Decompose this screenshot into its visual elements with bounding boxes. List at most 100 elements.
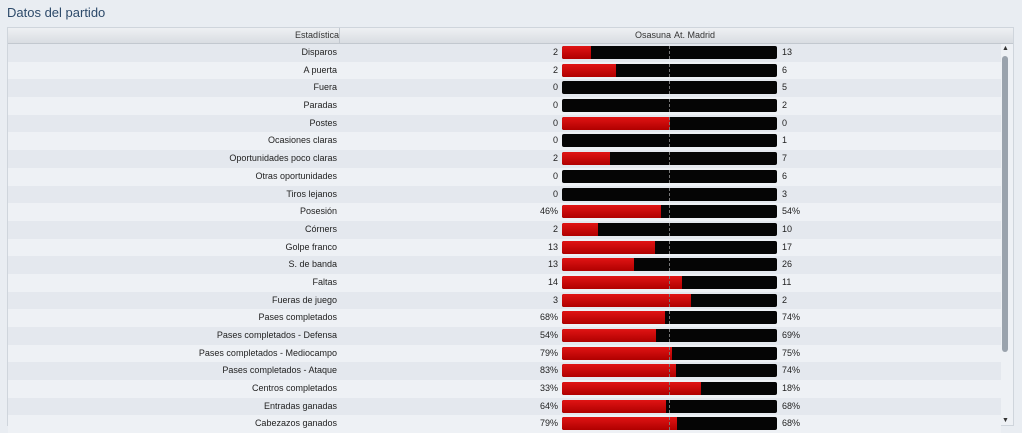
- home-value: 0: [552, 170, 558, 181]
- home-share-fill: [562, 346, 673, 360]
- away-value: 2: [782, 294, 788, 305]
- column-header-away[interactable]: At. Madrid: [674, 30, 716, 40]
- table-row[interactable]: Fuera 0 5: [8, 79, 1001, 98]
- comparison-bar: [562, 293, 777, 307]
- comparison-bar: [562, 187, 777, 201]
- away-value: 75%: [782, 347, 801, 358]
- home-share-fill: [562, 152, 610, 166]
- comparison-bar: [562, 99, 777, 113]
- column-header-home[interactable]: Osasuna: [634, 30, 671, 40]
- home-value: 79%: [539, 418, 558, 429]
- bar-midline: [669, 329, 670, 342]
- comparison-bar: [562, 152, 777, 166]
- table-row[interactable]: Pases completados 68% 74%: [8, 309, 1001, 327]
- bar-midline: [669, 293, 670, 307]
- home-value: 46%: [539, 206, 558, 217]
- bar-midline: [669, 134, 670, 148]
- home-share-fill: [562, 205, 661, 219]
- scroll-down-icon[interactable]: ▼: [1002, 417, 1009, 424]
- home-share-fill: [562, 222, 598, 236]
- stat-label: Oportunidades poco claras: [229, 153, 337, 164]
- home-share-fill: [562, 63, 616, 77]
- table-row[interactable]: Golpe franco 13 17: [8, 238, 1001, 257]
- table-row[interactable]: Pases completados - Ataque 83% 74%: [8, 362, 1001, 381]
- home-share-fill: [562, 311, 665, 325]
- bar-midline: [669, 187, 670, 201]
- home-share-fill: [562, 275, 683, 289]
- stat-label: Otras oportunidades: [255, 170, 337, 181]
- away-value: 2: [782, 100, 788, 111]
- home-value: 33%: [539, 383, 558, 394]
- table-row[interactable]: Pases completados - Mediocampo 79% 75%: [8, 344, 1001, 363]
- column-header-stat[interactable]: Estadística: [8, 28, 340, 43]
- away-value: 6: [782, 64, 788, 75]
- comparison-bar: [562, 222, 777, 236]
- vertical-scrollbar[interactable]: ▲ ▼: [1001, 45, 1010, 425]
- comparison-bar: [562, 329, 777, 342]
- home-value: 13: [547, 259, 558, 270]
- scroll-up-icon[interactable]: ▲: [1002, 45, 1009, 52]
- home-value: 54%: [539, 330, 558, 340]
- stat-label: Pases completados - Defensa: [216, 330, 337, 340]
- bar-midline: [669, 81, 670, 95]
- stat-label: Paradas: [303, 100, 337, 111]
- home-value: 2: [552, 47, 558, 57]
- match-stats-table: Estadística Osasuna At. Madrid Disparos 2…: [7, 27, 1014, 433]
- home-share-fill: [562, 46, 591, 59]
- bar-midline: [669, 364, 670, 378]
- bar-midline: [669, 346, 670, 360]
- home-value: 0: [552, 82, 558, 93]
- table-row[interactable]: Entradas ganadas 64% 68%: [8, 397, 1001, 416]
- away-value: 68%: [782, 400, 801, 411]
- table-row[interactable]: Disparos 2 13: [8, 44, 1001, 62]
- table-row[interactable]: Cabezazos ganados 79% 68%: [8, 415, 1001, 433]
- away-value: 69%: [782, 330, 801, 340]
- stat-label: Pases completados - Mediocampo: [198, 347, 337, 358]
- comparison-bar: [562, 46, 777, 59]
- home-share-fill: [562, 240, 656, 254]
- stats-rows: Disparos 2 13 A puerta 2 6 Fuera 0 5 Paradas 0 2 Pos…: [8, 44, 1001, 433]
- away-value: 13: [782, 47, 793, 57]
- table-row[interactable]: Otras oportunidades 0 6: [8, 167, 1001, 186]
- table-row[interactable]: S. de banda 13 26: [8, 256, 1001, 274]
- home-value: 0: [552, 135, 558, 146]
- table-row[interactable]: Paradas 0 2: [8, 97, 1001, 115]
- table-row[interactable]: Faltas 14 11: [8, 273, 1001, 292]
- comparison-bar: [562, 240, 777, 254]
- table-row[interactable]: Posesión 46% 54%: [8, 203, 1001, 221]
- stat-label: Pases completados: [258, 312, 337, 323]
- home-value: 2: [552, 64, 558, 75]
- home-share-fill: [562, 116, 670, 130]
- bar-midline: [669, 63, 670, 77]
- comparison-bar: [562, 258, 777, 272]
- home-share-fill: [562, 417, 678, 431]
- comparison-bar: [562, 134, 777, 148]
- stat-label: Entradas ganadas: [263, 400, 337, 411]
- table-row[interactable]: Córners 2 10: [8, 220, 1001, 239]
- stat-label: Golpe franco: [285, 241, 337, 252]
- table-row[interactable]: Ocasiones claras 0 1: [8, 132, 1001, 151]
- table-row[interactable]: Postes 0 0: [8, 114, 1001, 133]
- table-row[interactable]: Oportunidades poco claras 2 7: [8, 150, 1001, 168]
- home-value: 2: [552, 153, 558, 164]
- bar-midline: [669, 46, 670, 59]
- stat-label: Tiros lejanos: [286, 188, 337, 199]
- table-header: Estadística Osasuna At. Madrid: [8, 28, 1013, 44]
- home-value: 83%: [539, 365, 558, 376]
- stat-label: Cabezazos ganados: [254, 418, 337, 429]
- table-row[interactable]: Centros completados 33% 18%: [8, 380, 1001, 398]
- scroll-thumb[interactable]: [1002, 56, 1008, 352]
- table-row[interactable]: Fueras de juego 3 2: [8, 291, 1001, 310]
- away-value: 68%: [782, 418, 801, 429]
- table-row[interactable]: A puerta 2 6: [8, 61, 1001, 80]
- bar-midline: [669, 152, 670, 166]
- home-value: 14: [547, 276, 558, 287]
- stat-label: Disparos: [301, 47, 337, 57]
- table-row[interactable]: Tiros lejanos 0 3: [8, 185, 1001, 204]
- comparison-bar: [562, 205, 777, 219]
- comparison-bar: [562, 275, 777, 289]
- home-value: 13: [547, 241, 558, 252]
- page-title: Datos del partido: [7, 5, 106, 20]
- stat-label: Centros completados: [251, 383, 337, 394]
- table-row[interactable]: Pases completados - Defensa 54% 69%: [8, 327, 1001, 345]
